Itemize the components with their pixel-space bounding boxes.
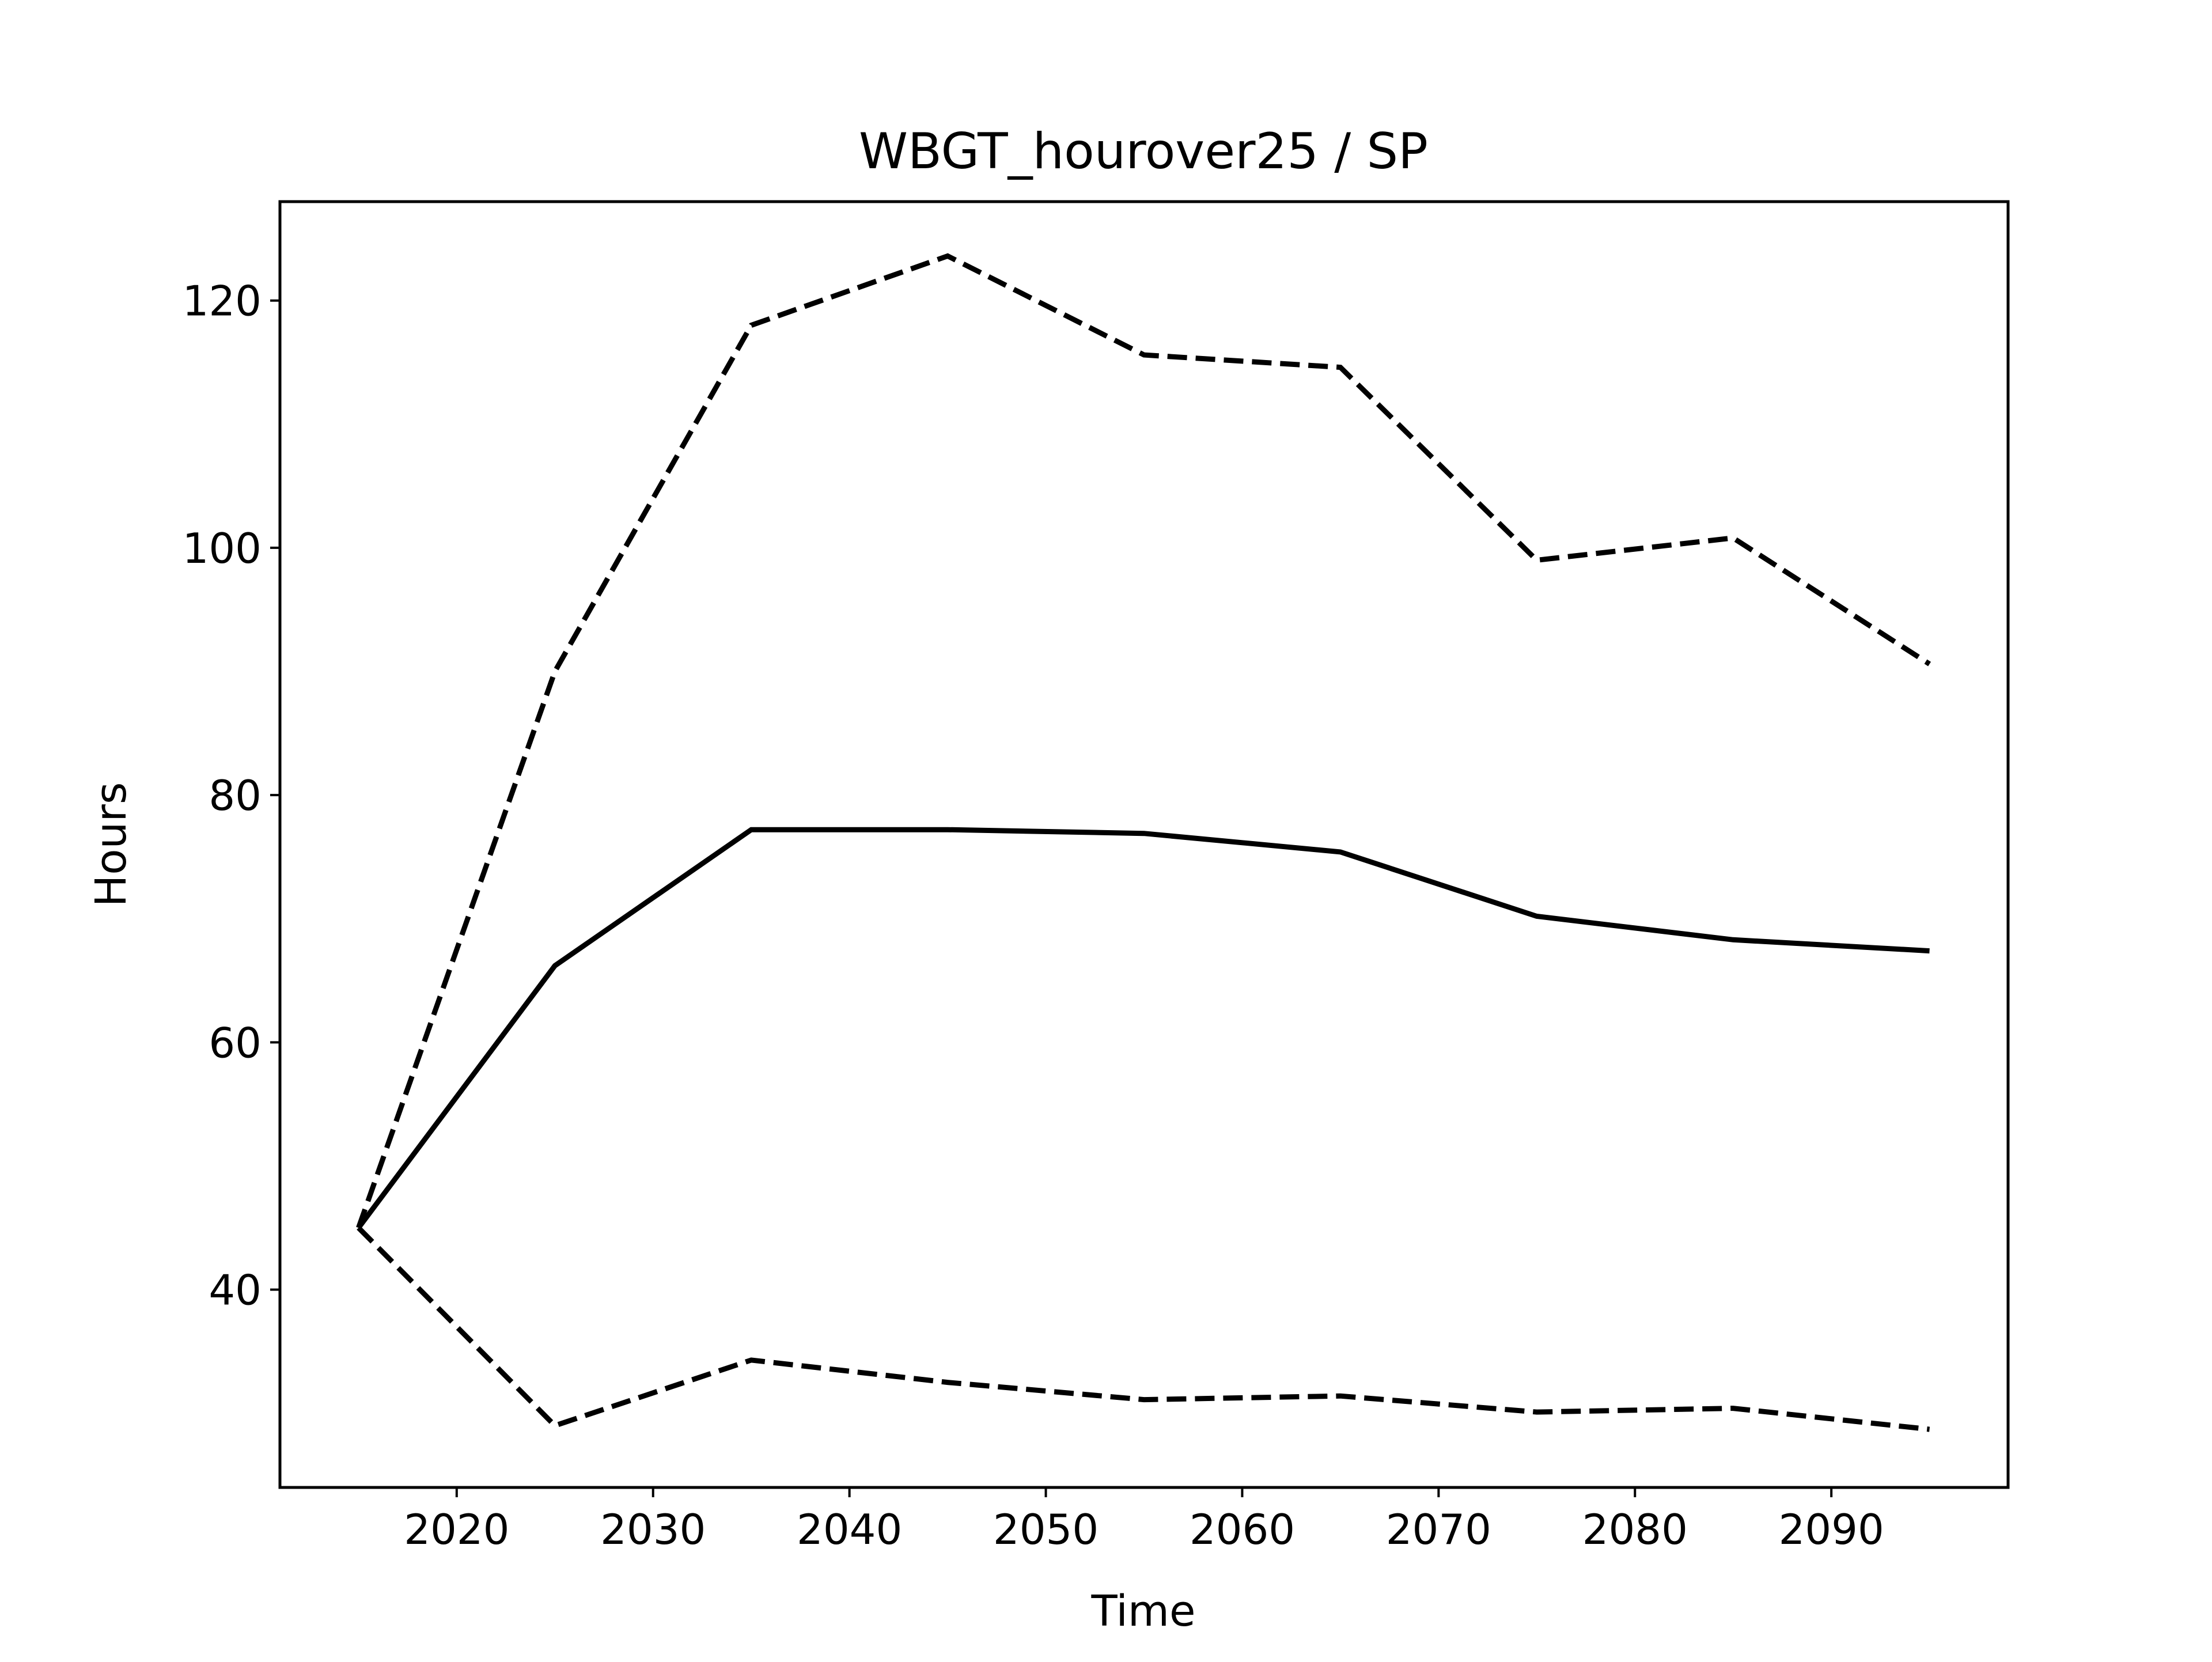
series-layer [356, 253, 1931, 1432]
y-tick-label: 80 [209, 771, 262, 820]
y-tick-label: 120 [183, 277, 262, 325]
y-tick-label: 40 [209, 1266, 262, 1315]
y-tick-label: 100 [183, 524, 262, 573]
x-axis-ticks: 2020 2030 2040 2050 2060 2070 2080 2090 [404, 1487, 1884, 1554]
x-tick-label: 2020 [404, 1505, 509, 1554]
y-axis-ticks: 40 60 80 100 120 [183, 277, 280, 1315]
x-tick-label: 2060 [1190, 1505, 1295, 1554]
x-tick-label: 2050 [993, 1505, 1099, 1554]
y-axis-label: Hours [86, 782, 136, 907]
x-axis-label: Time [1090, 1587, 1195, 1636]
series-line-1 [356, 827, 1930, 1229]
x-tick-label: 2080 [1582, 1505, 1688, 1554]
x-tick-label: 2030 [600, 1505, 706, 1554]
x-tick-label: 2090 [1779, 1505, 1884, 1554]
chart-title: WBGT_hourover25 / SP [859, 123, 1428, 180]
series-line-3 [357, 1226, 1930, 1432]
plot-area-frame [278, 200, 2010, 1489]
x-tick-label: 2070 [1386, 1505, 1491, 1554]
x-tick-label: 2040 [797, 1505, 902, 1554]
y-tick-label: 60 [209, 1019, 262, 1067]
series-line-2 [356, 253, 1931, 1229]
